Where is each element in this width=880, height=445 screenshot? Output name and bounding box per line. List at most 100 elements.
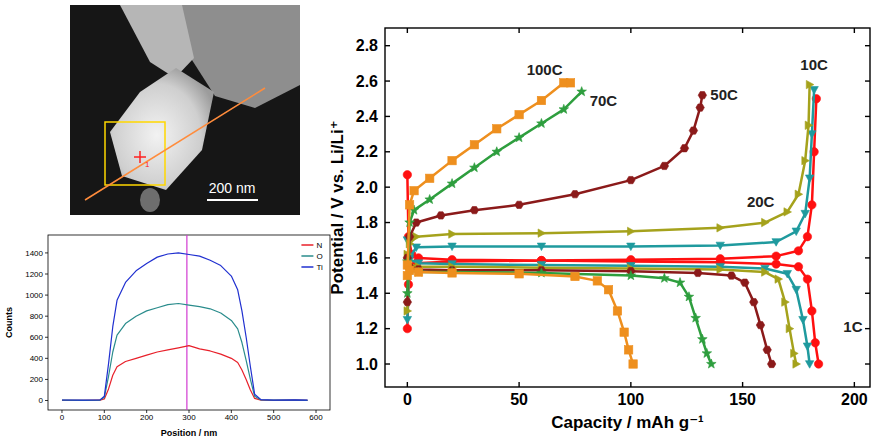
legend: NOTi [301, 241, 323, 272]
y-tick [385, 80, 390, 81]
x-axis-title: Position / nm [161, 428, 218, 438]
point [698, 334, 708, 343]
x-tick-label: 0 [60, 413, 65, 422]
plot-frame [385, 28, 870, 387]
x-tick-label: 0 [403, 391, 412, 408]
point [772, 239, 780, 247]
point [784, 208, 792, 216]
y-tick-label: 1400 [25, 249, 43, 258]
series-line [407, 83, 633, 364]
x-tick [854, 28, 855, 33]
marker-label: 1 [145, 160, 150, 169]
scale-bar-label: 200 nm [209, 180, 256, 196]
y-tick [385, 45, 390, 46]
y-tick [385, 293, 390, 294]
series-line [407, 92, 711, 364]
series-label: 70C [590, 92, 618, 109]
point [791, 349, 799, 357]
y-tick [865, 151, 870, 152]
x-tick-label: 150 [729, 391, 756, 408]
cursor-line [186, 235, 187, 410]
y-tick [865, 45, 870, 46]
point [437, 212, 445, 219]
point [403, 271, 411, 279]
point [689, 127, 697, 134]
point [414, 267, 424, 276]
point [803, 343, 811, 351]
y-tick [865, 328, 870, 329]
y-tick [865, 116, 870, 117]
point [426, 174, 434, 182]
y-tick [45, 316, 48, 317]
y-tick [865, 293, 870, 294]
y-tick [45, 400, 48, 401]
series-line [407, 85, 809, 364]
point [449, 230, 457, 238]
y-tick [45, 274, 48, 275]
point [814, 360, 822, 368]
point [794, 263, 802, 271]
plot-data [403, 79, 823, 369]
y-tick [865, 186, 870, 187]
point [593, 277, 601, 285]
y-tick-label: 800 [30, 312, 44, 321]
scale-bar [207, 199, 258, 201]
y-tick [865, 257, 870, 258]
y-tick [45, 379, 48, 380]
point [793, 360, 801, 368]
y-tick [45, 295, 48, 296]
point [783, 270, 791, 278]
series-label: 100C [527, 61, 563, 78]
x-tick-label: 500 [267, 413, 281, 422]
point [403, 288, 413, 297]
point [808, 307, 816, 315]
point [675, 278, 685, 287]
point [537, 243, 545, 251]
point [806, 80, 814, 88]
x-tick [407, 382, 408, 387]
marker-cross [139, 151, 141, 163]
point [412, 219, 420, 226]
particle-small [140, 188, 160, 212]
point [448, 243, 456, 251]
point [799, 316, 807, 324]
point [538, 229, 546, 237]
point [470, 163, 480, 172]
point [448, 156, 456, 164]
point [763, 346, 771, 353]
point [412, 244, 420, 252]
series-line [62, 304, 308, 401]
point [604, 286, 612, 294]
point [772, 260, 780, 268]
point [627, 176, 635, 183]
y-tick [385, 222, 390, 223]
point [660, 273, 670, 282]
point [805, 175, 813, 183]
series-line [62, 253, 308, 400]
y-tick-label: 1200 [25, 270, 43, 279]
y-tick [385, 328, 390, 329]
point [802, 156, 810, 164]
point [716, 242, 724, 250]
y-tick-label: 2.4 [356, 108, 378, 125]
y-axis-title: Potential / V vs. Li/Li⁺ [328, 120, 347, 294]
point [537, 96, 545, 104]
y-tick [385, 257, 390, 258]
point [613, 307, 621, 315]
x-tick [630, 28, 631, 33]
point [716, 255, 724, 263]
point [571, 272, 579, 280]
x-tick-label: 600 [309, 413, 323, 422]
y-tick [865, 80, 870, 81]
point [680, 145, 688, 152]
point [707, 359, 717, 368]
point [515, 270, 523, 278]
point [741, 279, 749, 286]
legend-label: N [316, 241, 322, 250]
y-tick-label: 2.0 [356, 179, 378, 196]
series-label: 1C [843, 318, 862, 335]
series-line [62, 346, 308, 401]
point [493, 125, 501, 133]
x-tick-label: 100 [618, 391, 645, 408]
selection-box [105, 122, 165, 185]
